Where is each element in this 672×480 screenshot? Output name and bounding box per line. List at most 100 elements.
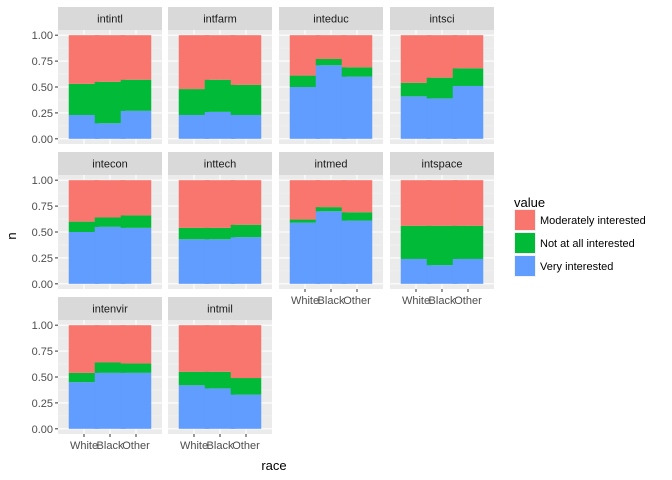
facet-strip: [279, 7, 383, 30]
facet-label: intmil: [207, 304, 233, 316]
bar-not-at-all-other: [341, 67, 373, 77]
y-tick-label: 0.25: [32, 253, 53, 265]
bar-not-at-all-other: [230, 84, 262, 115]
bar-not-at-all-black: [315, 207, 347, 212]
y-tick-label: 0.50: [32, 227, 53, 239]
y-tick-label: 0.25: [32, 108, 53, 120]
bar-not-at-all-black: [94, 362, 126, 373]
legend-swatch: [515, 233, 535, 253]
x-tick-label-other: Other: [122, 440, 150, 452]
bar-moderately-white: [178, 180, 210, 228]
bar-very-white: [289, 222, 321, 284]
bar-very-other: [341, 76, 373, 139]
legend-swatch: [515, 210, 535, 230]
y-tick-label: 0.50: [32, 372, 53, 384]
bar-moderately-black: [204, 325, 236, 372]
facet-strip: [58, 297, 162, 320]
facet-label: intmed: [314, 159, 347, 171]
y-tick-label: 0.25: [32, 398, 53, 410]
x-tick-label-black: Black: [97, 440, 124, 452]
facet-intsci: intsci: [390, 7, 494, 144]
bar-very-other: [230, 114, 262, 139]
facet-inttech: inttech: [168, 152, 272, 289]
facet-label: intsci: [429, 14, 454, 26]
bar-not-at-all-black: [426, 77, 458, 99]
bar-very-white: [400, 258, 432, 284]
facet-label: intspace: [422, 159, 463, 171]
y-axis-title: n: [4, 232, 19, 239]
legend-label: Not at all interested: [540, 238, 635, 250]
bar-moderately-white: [400, 35, 432, 83]
bar-not-at-all-other: [341, 212, 373, 221]
bar-very-white: [68, 382, 100, 429]
legend-label: Very interested: [540, 261, 613, 273]
bar-moderately-other: [120, 35, 152, 80]
facet-label: inteduc: [313, 14, 349, 26]
bar-very-other: [120, 372, 152, 429]
bar-moderately-other: [452, 35, 484, 69]
bar-moderately-black: [426, 35, 458, 78]
facet-intfarm: intfarm: [168, 7, 272, 144]
x-tick-label-white: White: [70, 440, 98, 452]
bar-not-at-all-white: [68, 221, 100, 232]
y-tick-label: 0.00: [32, 424, 53, 436]
facet-label: intecon: [92, 159, 127, 171]
x-tick-label-other: Other: [343, 295, 371, 307]
bar-moderately-black: [426, 180, 458, 226]
y-tick-label: 1.00: [32, 30, 53, 42]
facet-inteduc: inteduc: [279, 7, 383, 144]
facet-intenvir: intenvir 0.00 0.25 0.50 0.75 1.00 WhiteBlackOt…: [32, 297, 162, 452]
bar-very-white: [178, 114, 210, 139]
y-tick-label: 1.00: [32, 320, 53, 332]
facet-intecon: intecon 0.00 0.25 0.50 0.75 1.00: [32, 152, 162, 291]
legend: value Moderately interested Not at all in…: [514, 195, 646, 277]
bar-moderately-white: [400, 180, 432, 226]
facet-strip: [168, 152, 272, 175]
bar-moderately-white: [178, 325, 210, 372]
x-tick-label-other: Other: [232, 440, 260, 452]
bar-not-at-all-other: [230, 224, 262, 238]
facet-label: intenvir: [92, 304, 128, 316]
facet-label: inttech: [204, 159, 236, 171]
y-tick-label: 0.00: [32, 134, 53, 146]
bar-not-at-all-black: [426, 225, 458, 266]
facet-strip: [58, 152, 162, 175]
bar-not-at-all-black: [204, 79, 236, 112]
bar-not-at-all-white: [400, 225, 432, 259]
bar-moderately-black: [315, 180, 347, 208]
bar-moderately-black: [315, 35, 347, 60]
bar-not-at-all-other: [452, 225, 484, 259]
legend-title: value: [514, 195, 545, 210]
bar-moderately-other: [341, 180, 373, 213]
bar-very-black: [315, 211, 347, 284]
bar-not-at-all-white: [178, 371, 210, 386]
bar-moderately-other: [120, 180, 152, 216]
bar-moderately-white: [178, 35, 210, 90]
bar-very-white: [178, 239, 210, 284]
y-tick-label: 0.75: [32, 201, 53, 213]
bar-moderately-other: [230, 35, 262, 85]
bar-not-at-all-black: [94, 81, 126, 124]
facet-intintl: intintl 0.00 0.25 0.50 0.75 1.00: [32, 7, 162, 146]
bar-not-at-all-other: [120, 79, 152, 111]
x-tick-label-white: White: [402, 295, 430, 307]
facet-strip: [58, 7, 162, 30]
bar-not-at-all-white: [68, 83, 100, 115]
y-tick-label: 0.75: [32, 346, 53, 358]
bar-moderately-black: [94, 325, 126, 363]
x-tick-label-other: Other: [454, 295, 482, 307]
bar-very-other: [120, 227, 152, 284]
bar-very-other: [230, 394, 262, 429]
bar-not-at-all-black: [204, 371, 236, 389]
x-tick-label-black: Black: [429, 295, 456, 307]
x-tick-label-white: White: [291, 295, 319, 307]
bar-moderately-white: [289, 180, 321, 220]
facet-strip: [279, 152, 383, 175]
bar-moderately-black: [94, 35, 126, 82]
bar-very-black: [315, 65, 347, 139]
bar-very-black: [94, 123, 126, 139]
